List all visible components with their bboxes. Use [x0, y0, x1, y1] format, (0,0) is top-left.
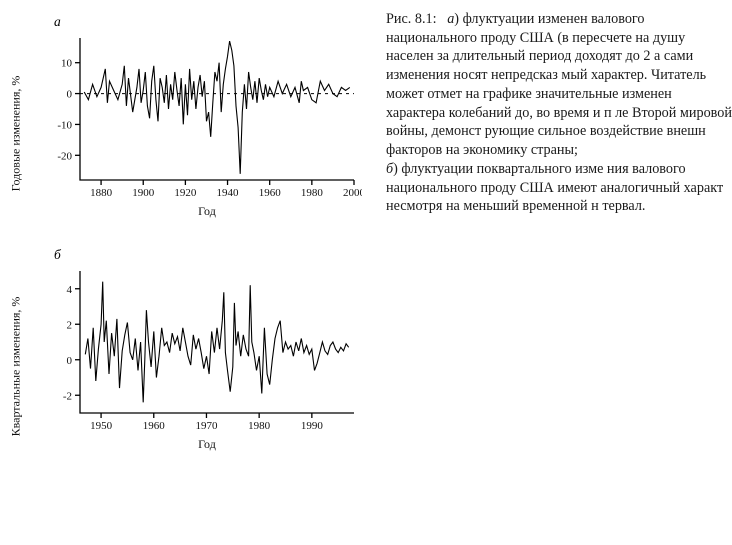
svg-text:1950: 1950	[90, 420, 113, 432]
caption-b: ) флуктуации поквартального изме ния вал…	[386, 161, 723, 214]
panel-b-label: б	[54, 247, 372, 263]
svg-text:-10: -10	[57, 119, 72, 131]
svg-text:2000: 2000	[343, 187, 362, 199]
chart-b-svg: -2 0 2 4 1950 1960 1970 1980 1990	[42, 265, 362, 435]
panel-a-label: а	[54, 14, 372, 30]
svg-text:-2: -2	[63, 390, 72, 402]
chart-a-xlabel: Год	[42, 204, 372, 219]
svg-text:1940: 1940	[217, 187, 240, 199]
figure-page: а Годовые изменения, % -20-1001018801900…	[0, 0, 732, 545]
chart-a: Годовые изменения, % -20-100101880190019…	[42, 32, 372, 219]
svg-text:1960: 1960	[259, 187, 282, 199]
chart-a-svg: -20 -10 0 10 1880 1900 1920 1940 1960 1980 2000	[42, 32, 362, 202]
svg-text:1980: 1980	[301, 187, 324, 199]
svg-text:4: 4	[67, 284, 73, 296]
svg-text:2: 2	[67, 319, 73, 331]
caption-column: Рис. 8.1: а) флуктуации изменен валового…	[380, 0, 732, 545]
chart-a-ylabel: Годовые изменения, %	[9, 75, 24, 191]
svg-text:1900: 1900	[132, 187, 155, 199]
svg-text:1960: 1960	[143, 420, 166, 432]
chart-b: Квартальные изменения, % -20241950196019…	[42, 265, 372, 452]
caption-a: ) флуктуации изменен валового национальн…	[386, 11, 732, 158]
svg-text:1880: 1880	[90, 187, 113, 199]
svg-text:1970: 1970	[195, 420, 218, 432]
chart-b-xlabel: Год	[42, 437, 372, 452]
svg-text:0: 0	[67, 355, 73, 367]
svg-text:0: 0	[67, 89, 73, 101]
svg-text:1980: 1980	[248, 420, 271, 432]
figure-label: Рис. 8.1:	[386, 11, 437, 27]
chart-b-ylabel: Квартальные изменения, %	[9, 296, 24, 436]
svg-text:-20: -20	[57, 150, 72, 162]
svg-text:1920: 1920	[174, 187, 197, 199]
caption-text: Рис. 8.1: а) флуктуации изменен валового…	[386, 10, 732, 216]
svg-text:1990: 1990	[301, 420, 324, 432]
svg-text:10: 10	[61, 58, 73, 70]
charts-column: а Годовые изменения, % -20-1001018801900…	[0, 0, 380, 545]
